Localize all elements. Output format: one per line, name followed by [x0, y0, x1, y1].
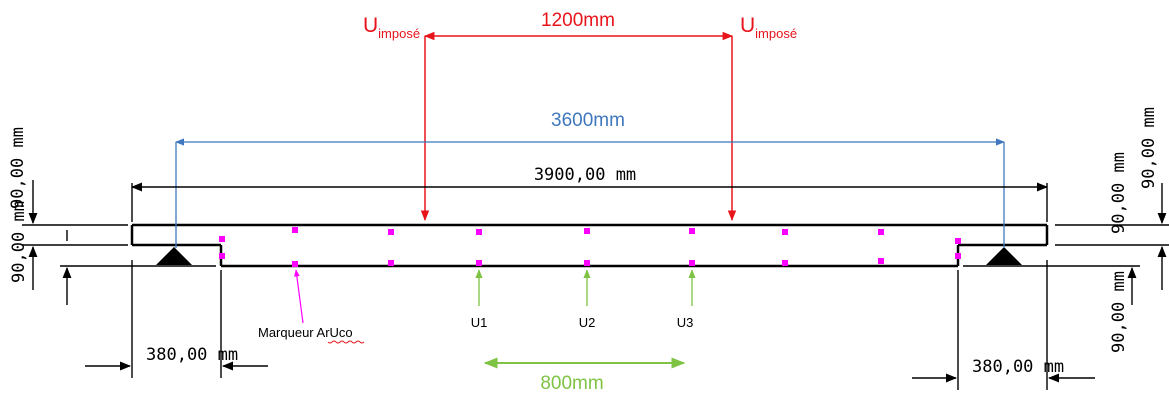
left-bottom-thickness-label: 90,00 mm: [9, 201, 29, 283]
left-overhang-label: 380,00 mm: [146, 345, 238, 365]
total-length-dimension: [130, 182, 1049, 222]
aruco-marker: [219, 236, 225, 242]
aruco-marker: [782, 260, 788, 266]
aruco-marker: [388, 229, 394, 235]
aruco-marker: [955, 253, 961, 259]
left-support: [156, 247, 192, 265]
total-length-label: 3900,00 mm: [534, 165, 636, 185]
aruco-marker: [878, 229, 884, 235]
span-dimension: [175, 138, 1005, 248]
sensor-u3-label: U3: [677, 315, 694, 330]
load-left-label: Uimposé: [363, 14, 420, 41]
aruco-marker: [219, 253, 225, 259]
aruco-label: Marqueur ArUco: [258, 325, 353, 340]
right-thickness-dimension: [963, 183, 1169, 305]
left-top-thickness-label: 90,00 mm: [8, 127, 28, 209]
right-bottom-thickness-label: 90,00 mm: [1109, 271, 1129, 353]
sensor-arrows: [475, 269, 696, 306]
load-spacing-label: 1200mm: [541, 10, 615, 31]
right-support: [986, 247, 1022, 265]
load-right-label: Uimposé: [740, 14, 797, 41]
aruco-marker: [782, 229, 788, 235]
left-thickness-dimension: [22, 180, 216, 305]
aruco-marker: [476, 229, 482, 235]
aruco-pointer: [293, 269, 304, 324]
aruco-marker: [689, 260, 695, 266]
aruco-marker: [955, 238, 961, 244]
aruco-marker: [292, 261, 298, 267]
sensor-u1-label: U1: [471, 315, 488, 330]
aruco-marker: [584, 228, 590, 234]
aruco-marker: [689, 228, 695, 234]
right-top-thickness-label-2: 90,00 mm: [1109, 152, 1129, 234]
span-label: 3600mm: [551, 110, 625, 131]
sensor-u2-label: U2: [579, 315, 596, 330]
right-top-thickness-label: 90,00 mm: [1139, 107, 1159, 189]
aruco-markers: [219, 227, 961, 267]
right-overhang-dimension: [912, 260, 1095, 390]
aruco-marker: [476, 260, 482, 266]
right-overhang-label: 380,00 mm: [972, 357, 1064, 377]
aruco-marker: [584, 260, 590, 266]
aruco-marker: [878, 258, 884, 264]
aruco-marker: [292, 227, 298, 233]
spellcheck-underline: [327, 340, 365, 344]
left-overhang-dimension: [85, 260, 268, 378]
aruco-marker: [388, 260, 394, 266]
measure-zone-label: 800mm: [540, 373, 603, 394]
